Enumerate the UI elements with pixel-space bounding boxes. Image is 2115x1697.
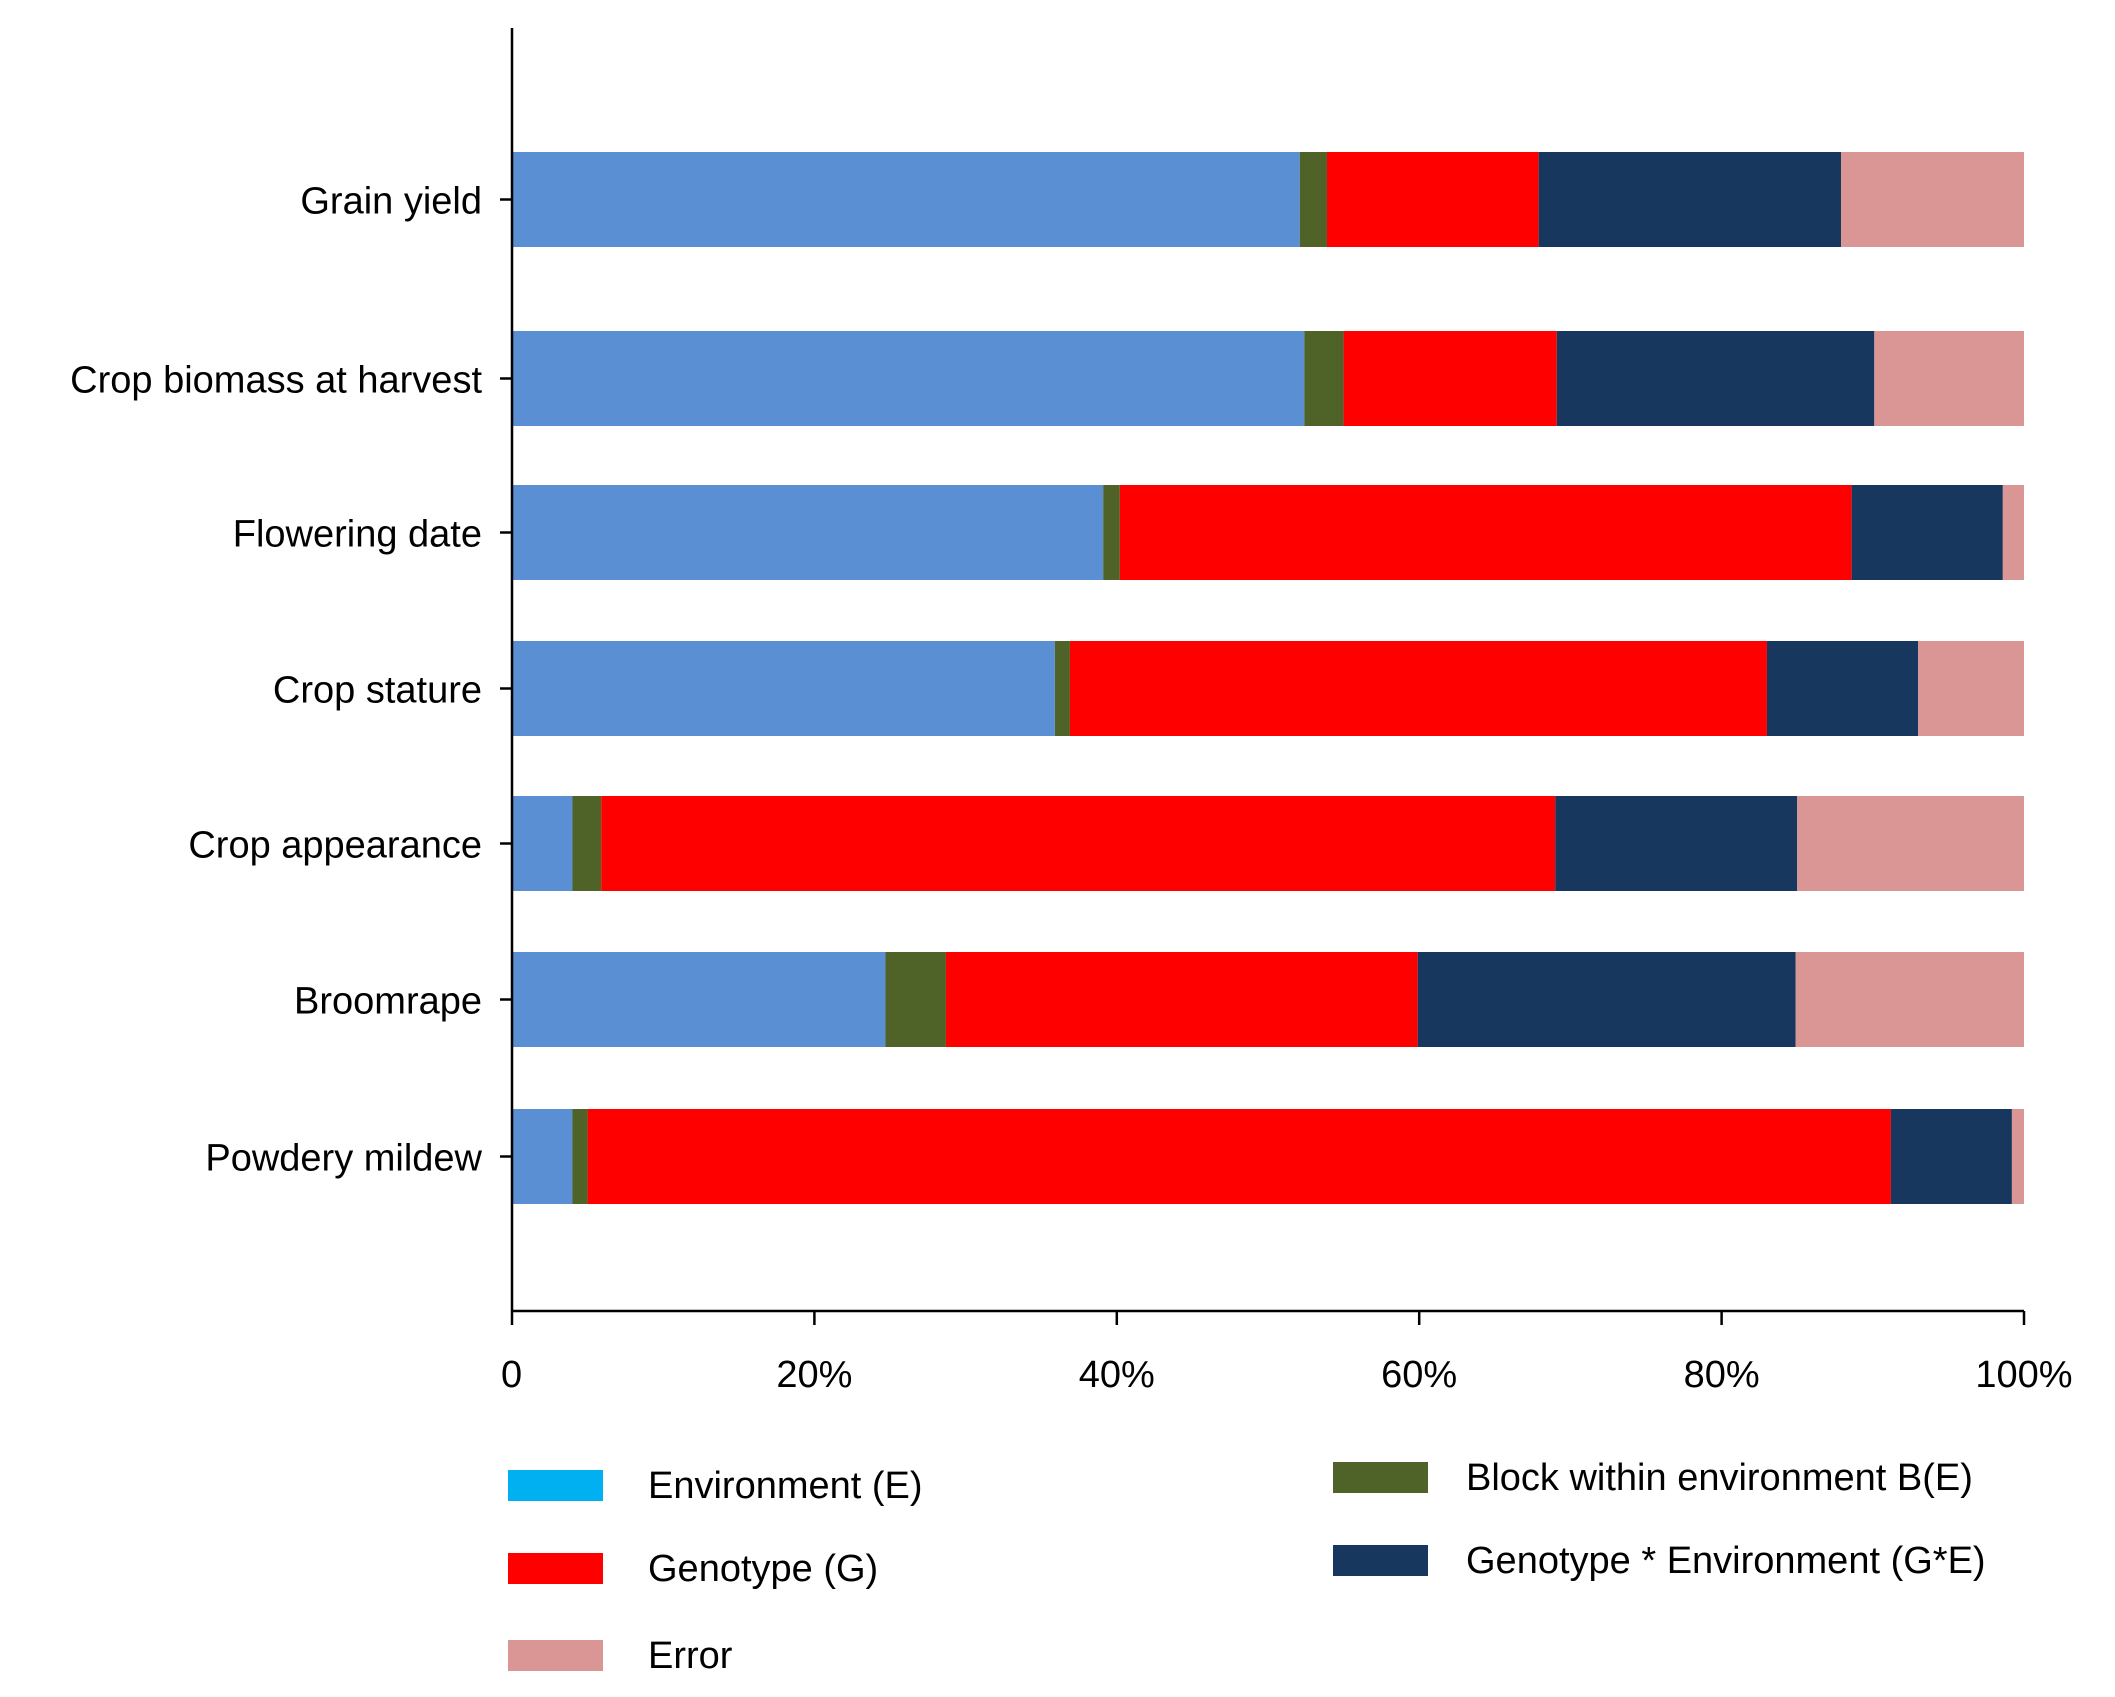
bar-segment-crop-appearance-error <box>1797 796 2024 891</box>
bar-segment-flowering-date-environment-e <box>512 485 1104 580</box>
axes-layer <box>500 28 2026 1325</box>
bar-segment-broomrape-genotype-g <box>945 952 1418 1047</box>
y-tick-label-crop-appearance: Crop appearance <box>188 825 482 867</box>
legend-label-genotype-g: Genotype (G) <box>648 1548 878 1590</box>
bar-segment-crop-stature-genotype-environment-g-e <box>1766 641 1919 736</box>
bar-segment-flowering-date-block-within-environment-b-e <box>1103 485 1120 580</box>
bar-segment-grain-yield-genotype-environment-g-e <box>1538 152 1842 247</box>
bar-segment-broomrape-genotype-environment-g-e <box>1417 952 1796 1047</box>
bar-segment-crop-appearance-environment-e <box>512 796 573 891</box>
legend-swatch-block-within-environment-b-e <box>1333 1462 1428 1493</box>
y-tick-label-crop-biomass-at-harvest: Crop biomass at harvest <box>70 360 482 402</box>
bar-segment-crop-biomass-at-harvest-block-within-environment-b-e <box>1304 331 1344 426</box>
y-tick-label-crop-stature: Crop stature <box>273 670 482 712</box>
y-tick-label-flowering-date: Flowering date <box>233 514 482 556</box>
bar-segment-broomrape-environment-e <box>512 952 886 1047</box>
legend-swatch-environment-e <box>508 1470 603 1501</box>
bar-segment-crop-stature-block-within-environment-b-e <box>1054 641 1070 736</box>
labels-layer: Grain yield Crop biomass at harvest Flower… <box>70 181 2072 1397</box>
bar-segment-crop-appearance-block-within-environment-b-e <box>572 796 602 891</box>
legend-item-environment-e: Environment (E) <box>508 1465 923 1507</box>
legend-label-block-within-environment-b-e: Block within environment B(E) <box>1466 1457 1973 1499</box>
legend-swatch-error <box>508 1640 603 1671</box>
legend-label-error: Error <box>648 1635 733 1677</box>
bar-segment-powdery-mildew-genotype-g <box>587 1109 1891 1204</box>
y-tick-label-grain-yield: Grain yield <box>300 181 482 223</box>
bar-segment-crop-appearance-genotype-environment-g-e <box>1555 796 1798 891</box>
legend-item-genotype-environment-g-e: Genotype * Environment (G*E) <box>1333 1540 1986 1582</box>
bar-segment-crop-biomass-at-harvest-error <box>1874 331 2024 426</box>
legend-item-error: Error <box>508 1635 733 1677</box>
y-tick-label-powdery-mildew: Powdery mildew <box>205 1138 482 1180</box>
y-tick-label-broomrape: Broomrape <box>294 981 482 1023</box>
legend-label-environment-e: Environment (E) <box>648 1465 923 1507</box>
x-tick-label-20: 20% <box>776 1354 852 1396</box>
bar-segment-powdery-mildew-block-within-environment-b-e <box>572 1109 588 1204</box>
bar-segment-powdery-mildew-genotype-environment-g-e <box>1890 1109 2012 1204</box>
bar-segment-grain-yield-error <box>1841 152 2024 247</box>
bar-segment-crop-biomass-at-harvest-genotype-environment-g-e <box>1556 331 1875 426</box>
bar-segment-powdery-mildew-error <box>2011 1109 2024 1204</box>
bar-segment-grain-yield-block-within-environment-b-e <box>1299 152 1327 247</box>
x-tick-label-40: 40% <box>1079 1354 1155 1396</box>
x-tick-label-80: 80% <box>1684 1354 1760 1396</box>
bar-segment-crop-stature-environment-e <box>512 641 1055 736</box>
bar-segment-grain-yield-genotype-g <box>1326 152 1539 247</box>
x-tick-label-0: 0 <box>501 1354 522 1396</box>
legend-swatch-genotype-environment-g-e <box>1333 1545 1428 1576</box>
bar-segment-crop-biomass-at-harvest-genotype-g <box>1343 331 1557 426</box>
bar-segment-flowering-date-genotype-environment-g-e <box>1851 485 2003 580</box>
bar-segment-broomrape-block-within-environment-b-e <box>885 952 946 1047</box>
x-tick-label-60: 60% <box>1381 1354 1457 1396</box>
x-tick-label-100: 100% <box>1975 1354 2072 1396</box>
bar-segment-grain-yield-environment-e <box>512 152 1300 247</box>
legend-item-genotype-g: Genotype (G) <box>508 1548 878 1590</box>
bar-segment-broomrape-error <box>1795 952 2024 1047</box>
bar-segment-crop-stature-genotype-g <box>1069 641 1767 736</box>
bars-layer <box>512 152 2024 1204</box>
bar-segment-flowering-date-genotype-g <box>1119 485 1852 580</box>
bar-segment-flowering-date-error <box>2002 485 2024 580</box>
legend-swatch-genotype-g <box>508 1553 603 1584</box>
bar-segment-crop-stature-error <box>1918 641 2024 736</box>
legend-label-genotype-environment-g-e: Genotype * Environment (G*E) <box>1466 1540 1986 1582</box>
legend: Environment (E) Genotype (G) Error Block wi… <box>508 1457 1986 1677</box>
bar-segment-crop-biomass-at-harvest-environment-e <box>512 331 1305 426</box>
bar-segment-powdery-mildew-environment-e <box>512 1109 573 1204</box>
bar-segment-crop-appearance-genotype-g <box>601 796 1556 891</box>
legend-item-block-within-environment-b-e: Block within environment B(E) <box>1333 1457 1973 1499</box>
